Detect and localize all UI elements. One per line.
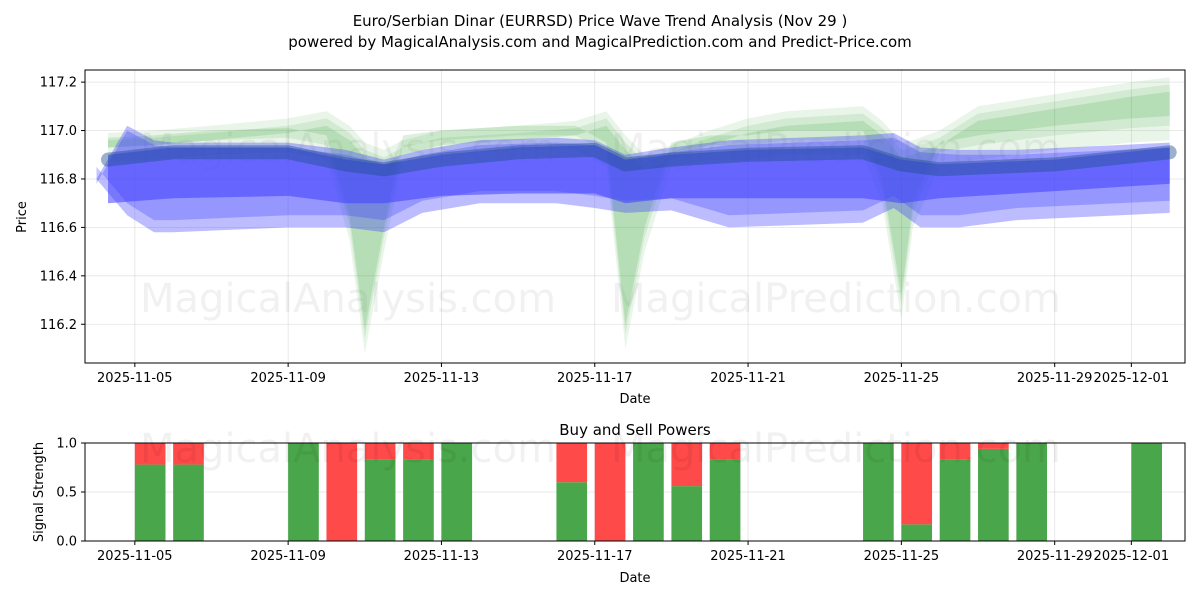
signal-y-tick-label: 1.0 <box>56 437 77 452</box>
price-y-label: Price <box>15 201 30 233</box>
price-x-tick-label: 2025-11-29 <box>1017 371 1093 386</box>
sell-bar <box>173 443 204 465</box>
buy-bar <box>441 443 473 541</box>
buy-bar <box>709 459 741 541</box>
signal-x-tick-label: 2025-11-17 <box>557 549 633 564</box>
price-x-tick-label: 2025-11-25 <box>864 371 940 386</box>
price-grid <box>85 70 1185 363</box>
price-x-tick-label: 2025-11-21 <box>710 371 786 386</box>
buy-bar <box>1131 443 1163 541</box>
buy-bar <box>134 464 166 541</box>
buy-bar <box>901 524 933 541</box>
blue-central-trend-band <box>108 145 1170 204</box>
price-x-tick-label: 2025-12-01 <box>1094 371 1170 386</box>
signal-x-tick-label: 2025-11-25 <box>864 549 940 564</box>
signal-x-tick-label: 2025-11-29 <box>1017 549 1093 564</box>
buy-bar <box>939 459 971 541</box>
price-y-tick-label: 116.8 <box>40 172 77 187</box>
buy-bar <box>556 482 588 541</box>
green-wave-band-inner <box>108 91 1170 330</box>
sell-bar <box>939 443 971 460</box>
price-y-tick-label: 117.0 <box>40 124 77 139</box>
buy-bar <box>863 443 894 541</box>
price-x-label: Date <box>619 392 650 407</box>
signal-bars <box>134 443 1163 541</box>
price-x-tick-label: 2025-11-05 <box>97 371 173 386</box>
trend-overlap-line <box>101 142 1177 177</box>
sell-bar <box>134 443 166 465</box>
signal-x-tick-label: 2025-11-09 <box>250 549 326 564</box>
signal-x-tick-label: 2025-11-21 <box>710 549 786 564</box>
price-x-tick-label: 2025-11-13 <box>404 371 480 386</box>
sell-bar <box>364 443 396 460</box>
buy-bar <box>633 443 664 541</box>
signal-y-axis: 0.0 0.5 1.0 <box>56 437 85 550</box>
buy-bar <box>403 459 434 541</box>
signal-chart-panel: Buy and Sell Powers MagicalAnalysis.com … <box>32 421 1186 586</box>
sell-bar <box>978 443 1009 449</box>
signal-chart-title: Buy and Sell Powers <box>559 421 711 439</box>
price-series-layer <box>96 77 1177 354</box>
sell-bar <box>326 443 358 541</box>
sell-bar <box>901 443 933 525</box>
price-plot-frame <box>84 69 1186 364</box>
buy-bar <box>1016 443 1048 541</box>
watermark-analysis-bottom: MagicalAnalysis.com <box>140 426 556 472</box>
price-y-tick-label: 116.6 <box>40 221 77 236</box>
price-y-tick-label: 116.2 <box>40 318 77 333</box>
green-wave-band-mid <box>108 84 1170 339</box>
signal-watermarks: MagicalAnalysis.com MagicalPrediction.co… <box>140 426 1061 472</box>
signal-x-tick-label: 2025-11-05 <box>97 549 173 564</box>
price-y-tick-label: 116.4 <box>40 269 77 284</box>
buy-bar <box>671 486 703 541</box>
price-x-tick-label: 2025-11-17 <box>557 371 633 386</box>
signal-x-tick-label: 2025-12-01 <box>1094 549 1170 564</box>
price-y-axis: 116.2 116.4 116.6 116.8 117.0 117.2 <box>40 76 85 333</box>
buy-bar <box>364 459 396 541</box>
buy-bar <box>173 464 204 541</box>
buy-bar <box>978 448 1009 541</box>
price-plot-area <box>85 70 1185 363</box>
price-chart-panel: MagicalAnalysis.com MagicalPrediction.co… <box>15 69 1186 407</box>
watermark-prediction-mid: MagicalPrediction.com <box>611 276 1061 322</box>
price-y-tick-label: 117.2 <box>40 76 77 91</box>
signal-x-axis: 2025-11-05 2025-11-09 2025-11-13 2025-11-17… <box>97 541 1169 564</box>
buy-bar <box>288 443 319 541</box>
price-x-tick-label: 2025-11-09 <box>250 371 326 386</box>
signal-x-label: Date <box>619 571 650 586</box>
sell-bar <box>709 443 741 460</box>
sell-bar <box>671 443 703 487</box>
signal-y-tick-label: 0.5 <box>56 486 77 501</box>
sell-bar <box>556 443 588 483</box>
green-wave-band-outer <box>108 77 1170 354</box>
signal-y-label: Signal Strength <box>32 442 47 542</box>
watermark-prediction-bottom: MagicalPrediction.com <box>611 426 1061 472</box>
signal-y-tick-label: 0.0 <box>56 535 77 550</box>
figure-subtitle: powered by MagicalAnalysis.com and Magic… <box>288 33 912 51</box>
sell-bar <box>403 443 434 460</box>
price-x-axis: 2025-11-05 2025-11-09 2025-11-13 2025-11-17… <box>97 363 1169 386</box>
signal-x-tick-label: 2025-11-13 <box>404 549 480 564</box>
sell-bar <box>594 443 626 541</box>
figure-title: Euro/Serbian Dinar (EURRSD) Price Wave T… <box>353 12 848 30</box>
price-series <box>96 77 1177 354</box>
watermark-analysis-mid: MagicalAnalysis.com <box>140 276 556 322</box>
